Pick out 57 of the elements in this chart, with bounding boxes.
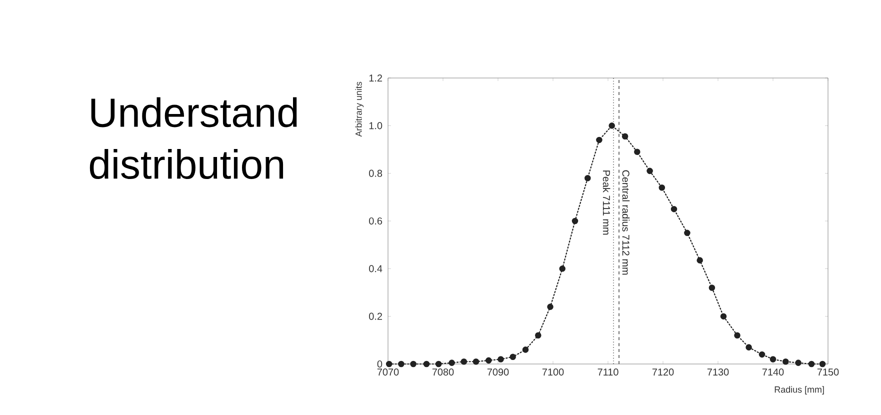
y-tick-label: 0.6 xyxy=(369,217,382,225)
x-tick-label: 7100 xyxy=(542,368,564,376)
ref-line-label: Central radius 7112 mm xyxy=(622,170,630,275)
point xyxy=(386,360,392,368)
point xyxy=(559,266,566,272)
point xyxy=(435,360,442,368)
point xyxy=(634,148,640,156)
point xyxy=(510,354,516,360)
point xyxy=(535,332,542,339)
x-axis-title: Radius [mm] xyxy=(774,386,824,394)
point xyxy=(423,360,430,368)
point xyxy=(522,346,529,353)
x-tick-label: 7130 xyxy=(707,368,729,376)
y-tick-label: 0.2 xyxy=(369,312,382,320)
y-tick-label: 0.4 xyxy=(369,265,382,272)
x-tick-label: 7090 xyxy=(487,368,509,376)
x-tick-label: 7110 xyxy=(598,368,618,376)
text: Understand distribution xyxy=(90,97,297,180)
point xyxy=(584,174,591,182)
point xyxy=(770,356,776,362)
point xyxy=(547,304,554,310)
y-axis-title: Arbitrary units xyxy=(355,82,364,137)
point xyxy=(398,360,404,368)
point xyxy=(795,360,802,366)
point xyxy=(572,218,578,224)
y-tick-label: 1.2 xyxy=(369,74,382,82)
point xyxy=(448,360,455,366)
point xyxy=(472,358,480,365)
point xyxy=(734,332,740,339)
y-tick-label: 1.0 xyxy=(369,122,382,130)
point xyxy=(658,184,666,191)
point xyxy=(622,133,628,140)
point xyxy=(720,313,727,320)
point xyxy=(746,344,752,350)
y-tick-label: 0.8 xyxy=(369,170,382,177)
point xyxy=(670,206,678,212)
point xyxy=(782,358,789,365)
point xyxy=(708,284,716,291)
point xyxy=(758,351,766,358)
point xyxy=(608,122,615,129)
point xyxy=(410,360,416,368)
point xyxy=(808,360,815,368)
x-tick-label: 7080 xyxy=(432,368,454,376)
point xyxy=(460,358,468,365)
x-tick-label: 7140 xyxy=(762,368,784,376)
point xyxy=(596,136,602,144)
ref-line-label: Peak 7111 mm xyxy=(602,170,610,235)
x-tick-label: 7120 xyxy=(652,368,674,376)
x-tick-label: 7150 xyxy=(817,368,839,376)
point xyxy=(696,257,703,264)
point xyxy=(684,230,690,236)
point xyxy=(498,356,504,362)
point xyxy=(646,168,653,174)
x-tick-label: 7070 xyxy=(377,368,399,376)
point xyxy=(819,360,826,368)
y-tick-label: 0 xyxy=(377,360,382,368)
point xyxy=(486,357,492,364)
